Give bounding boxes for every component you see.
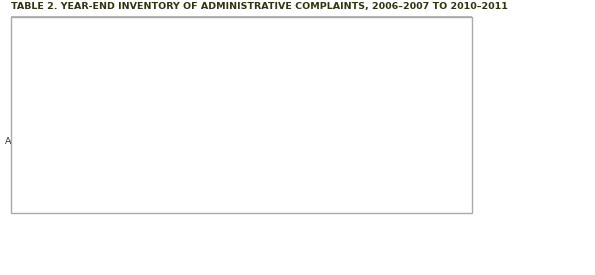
Text: 91: 91 bbox=[415, 144, 427, 153]
Text: 5.6%: 5.6% bbox=[171, 122, 194, 131]
Text: 8.2%: 8.2% bbox=[444, 86, 466, 95]
Text: 350: 350 bbox=[412, 183, 430, 191]
Bar bbox=[11, 135, 472, 161]
Text: Total: Total bbox=[143, 51, 153, 69]
Text: 23.0%: 23.0% bbox=[236, 144, 265, 153]
Text: 121: 121 bbox=[208, 103, 225, 112]
Text: Total: Total bbox=[416, 51, 425, 69]
Text: 211: 211 bbox=[140, 144, 156, 153]
Text: 4.9%: 4.9% bbox=[444, 144, 466, 153]
Text: 6.2%: 6.2% bbox=[307, 86, 330, 95]
Text: 2007–2008: 2007–2008 bbox=[203, 23, 264, 33]
Text: Total: Total bbox=[280, 51, 289, 69]
Text: 959: 959 bbox=[207, 183, 226, 191]
Text: 416: 416 bbox=[343, 183, 362, 191]
Text: 528: 528 bbox=[208, 144, 225, 153]
Text: Total: Total bbox=[212, 51, 221, 69]
Text: 6.4%: 6.4% bbox=[375, 86, 399, 95]
Text: 731: 731 bbox=[139, 183, 158, 191]
Text: 2006–2007: 2006–2007 bbox=[135, 23, 195, 33]
Text: 64: 64 bbox=[415, 122, 427, 131]
Bar bbox=[11, 17, 472, 213]
Text: 39: 39 bbox=[142, 103, 154, 112]
Text: 26.9%: 26.9% bbox=[303, 183, 334, 191]
Text: 3.4%: 3.4% bbox=[375, 122, 399, 131]
Text: 5.0%: 5.0% bbox=[239, 122, 262, 131]
Text: 115: 115 bbox=[208, 122, 225, 131]
Text: 2008–2009: 2008–2009 bbox=[272, 23, 331, 33]
Bar bbox=[336, 17, 404, 39]
Bar bbox=[131, 39, 165, 81]
Bar bbox=[199, 39, 233, 81]
Text: 70: 70 bbox=[347, 122, 359, 131]
Bar bbox=[11, 0, 131, 39]
Text: 151: 151 bbox=[345, 144, 362, 153]
Text: 7.2%: 7.2% bbox=[375, 144, 399, 153]
Text: % of
Inventory: % of Inventory bbox=[241, 41, 260, 79]
Text: Fees: Fees bbox=[67, 103, 88, 112]
Text: 2009–2010: 2009–2010 bbox=[340, 23, 400, 33]
Text: TABLE 2. YEAR-END INVENTORY OF ADMINISTRATIVE COMPLAINTS, 2006–2007 TO 2010–2011: TABLE 2. YEAR-END INVENTORY OF ADMINISTR… bbox=[11, 2, 508, 11]
Bar bbox=[268, 17, 336, 39]
Text: % of
Inventory: % of Inventory bbox=[377, 41, 397, 79]
Text: 3.5%: 3.5% bbox=[444, 122, 466, 131]
Text: % of
Inventory: % of Inventory bbox=[173, 41, 192, 79]
Bar bbox=[336, 39, 370, 81]
Bar bbox=[404, 17, 472, 39]
Bar bbox=[165, 39, 199, 81]
Text: 18.9%: 18.9% bbox=[440, 183, 471, 191]
Bar bbox=[11, 81, 472, 99]
Text: 12.9%: 12.9% bbox=[168, 144, 196, 153]
Text: 156: 156 bbox=[276, 86, 293, 95]
Text: 44.8%: 44.8% bbox=[167, 183, 198, 191]
Bar bbox=[11, 17, 472, 213]
Text: 97: 97 bbox=[279, 122, 290, 131]
Text: 19.9%: 19.9% bbox=[371, 183, 403, 191]
Text: 144: 144 bbox=[276, 103, 293, 112]
Bar bbox=[11, 99, 472, 117]
Text: 280: 280 bbox=[276, 144, 293, 153]
Text: 133: 133 bbox=[345, 86, 362, 95]
Text: 3.0%: 3.0% bbox=[375, 103, 399, 112]
Text: 41.8%: 41.8% bbox=[235, 183, 266, 191]
Text: Total
administrative
complaints
as percentage
of inventory: Total administrative complaints as perce… bbox=[67, 162, 142, 212]
Bar bbox=[11, 117, 472, 135]
Text: Time
extensions: Time extensions bbox=[67, 138, 117, 158]
Text: 23.9%: 23.9% bbox=[168, 86, 196, 95]
Text: 2.4%: 2.4% bbox=[171, 103, 193, 112]
Text: Miscellaneous: Miscellaneous bbox=[67, 122, 131, 131]
Bar bbox=[199, 17, 268, 39]
Bar bbox=[370, 39, 404, 81]
Text: % of
Inventory: % of Inventory bbox=[309, 41, 328, 79]
Text: 2010–2011: 2010–2011 bbox=[408, 23, 468, 33]
Text: 62: 62 bbox=[347, 103, 359, 112]
Bar bbox=[131, 17, 199, 39]
Text: 389: 389 bbox=[140, 86, 157, 95]
Text: 92: 92 bbox=[142, 122, 154, 131]
Text: Total: Total bbox=[348, 51, 358, 69]
Bar bbox=[233, 39, 268, 81]
Bar bbox=[438, 39, 472, 81]
Text: % of
Inventory: % of Inventory bbox=[446, 41, 465, 79]
Text: 152: 152 bbox=[412, 86, 430, 95]
Text: 677: 677 bbox=[275, 183, 294, 191]
Text: 11.1%: 11.1% bbox=[305, 144, 333, 153]
Text: 195: 195 bbox=[208, 86, 225, 95]
Bar bbox=[302, 39, 336, 81]
Text: 8.5%: 8.5% bbox=[239, 86, 262, 95]
Text: 3.9%: 3.9% bbox=[307, 122, 330, 131]
Text: 2.3%: 2.3% bbox=[444, 103, 466, 112]
Bar bbox=[268, 39, 302, 81]
Text: 5.7%: 5.7% bbox=[307, 103, 330, 112]
Bar bbox=[404, 39, 438, 81]
Text: 43: 43 bbox=[415, 103, 427, 112]
Bar bbox=[11, 161, 472, 213]
Text: Administrative
complaints: Administrative complaints bbox=[5, 137, 71, 157]
Text: Delay: Delay bbox=[67, 86, 93, 95]
Text: 5.3%: 5.3% bbox=[239, 103, 262, 112]
